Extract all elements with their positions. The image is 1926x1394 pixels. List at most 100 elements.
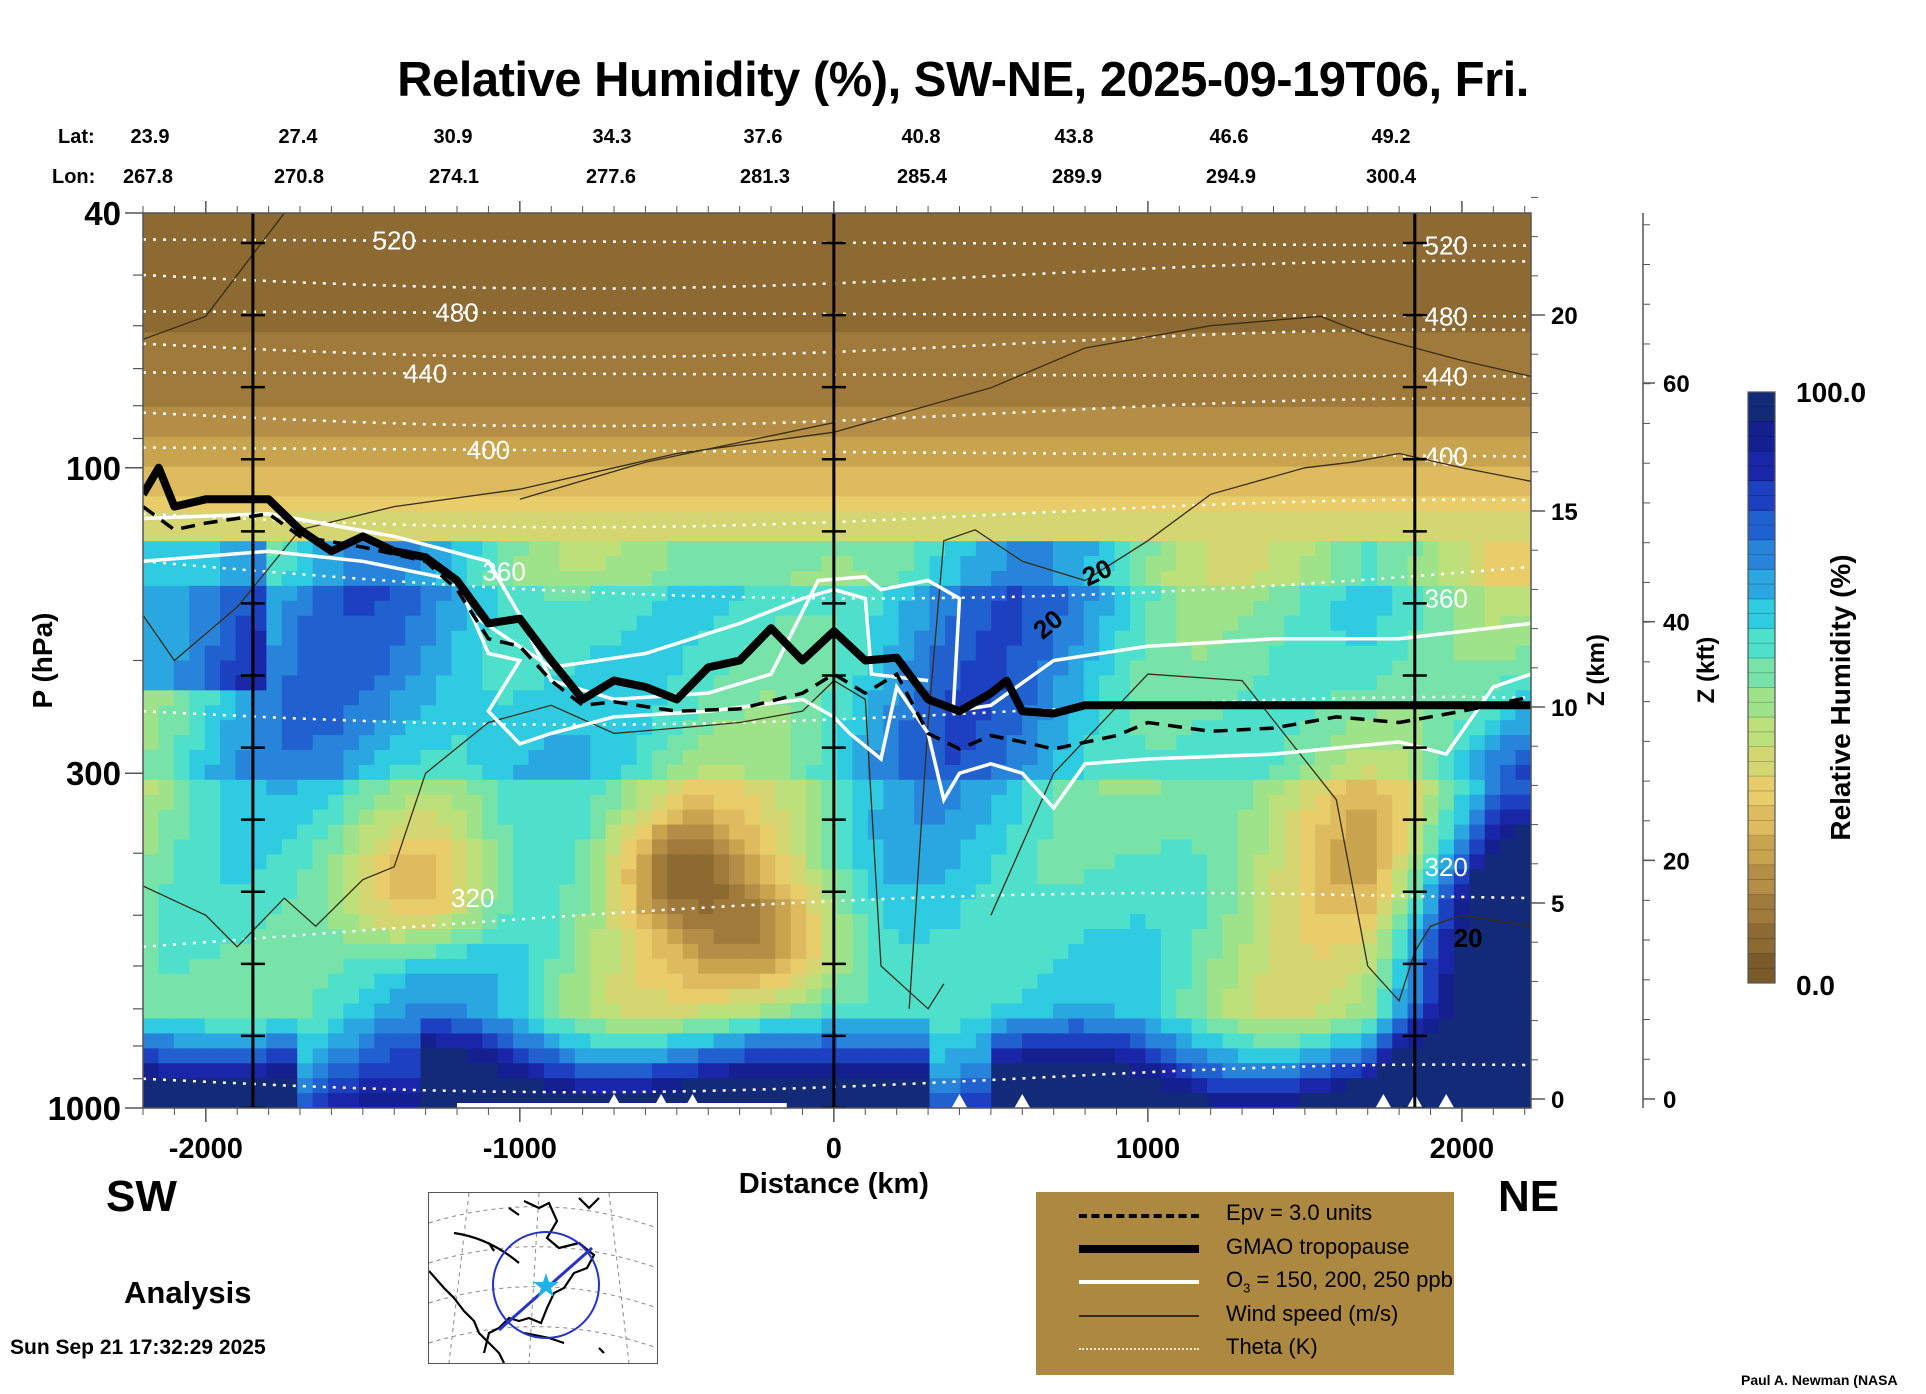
heatmap-cell (528, 929, 545, 945)
heatmap-cell (1176, 541, 1193, 557)
heatmap-cell (1191, 571, 1208, 587)
heatmap-cell (1315, 764, 1332, 781)
heatmap-cell (158, 600, 175, 617)
heatmap-cell (790, 302, 807, 319)
heatmap-cell (1022, 600, 1039, 617)
heatmap-cell (559, 1078, 576, 1094)
heatmap-cell (914, 958, 931, 975)
heatmap-cell (1268, 511, 1285, 527)
heatmap-cell (266, 421, 283, 438)
heatmap-cell (343, 660, 360, 677)
heatmap-cell (1299, 660, 1316, 677)
heatmap-cell (1114, 1093, 1131, 1108)
heatmap-cell (1222, 1048, 1239, 1064)
heatmap-cell (297, 585, 314, 602)
heatmap-cell (698, 287, 715, 304)
heatmap-cell (1299, 600, 1316, 617)
heatmap-cell (1207, 720, 1224, 736)
heatmap-cell (374, 332, 391, 348)
heatmap-cell (837, 332, 854, 348)
heatmap-cell (1191, 794, 1208, 811)
heatmap-cell (250, 899, 267, 915)
heatmap-cell (898, 1063, 915, 1079)
heatmap-cell (605, 735, 622, 751)
heatmap-cell (343, 720, 360, 736)
heatmap-cell (436, 839, 453, 856)
heatmap-cell (1006, 257, 1023, 274)
heatmap-cell (389, 929, 406, 945)
heatmap-cell (960, 854, 977, 870)
heatmap-cell (590, 735, 607, 751)
heatmap-cell (1361, 914, 1378, 930)
heatmap-cell (1330, 958, 1347, 975)
heatmap-cell (559, 392, 576, 408)
heatmap-cell (929, 943, 946, 960)
heatmap-cell (914, 899, 931, 915)
heatmap-cell (389, 332, 406, 348)
heatmap-cell (729, 332, 746, 348)
heatmap-cell (1361, 571, 1378, 587)
heatmap-cell (204, 242, 221, 259)
heatmap-cell (436, 526, 453, 542)
heatmap-cell (1361, 1078, 1378, 1094)
heatmap-cell (389, 392, 406, 408)
heatmap-cell (173, 929, 190, 945)
heatmap-cell (451, 943, 468, 960)
heatmap-cell (1237, 660, 1254, 677)
heatmap-cell (420, 1003, 437, 1020)
heatmap-cell (189, 615, 206, 632)
heatmap-cell (1284, 645, 1301, 662)
heatmap-cell (1099, 929, 1116, 945)
heatmap-cell (790, 914, 807, 930)
heatmap-cell (173, 690, 190, 706)
heatmap-cell (143, 242, 160, 259)
heatmap-cell (143, 556, 160, 572)
heatmap-cell (1022, 645, 1039, 662)
heatmap-cell (1315, 854, 1332, 870)
heatmap-cell (204, 705, 221, 721)
heatmap-cell (667, 481, 684, 498)
heatmap-cell (220, 1093, 237, 1108)
heatmap-cell (682, 779, 699, 796)
heatmap-cell (1068, 720, 1085, 736)
heatmap-cell (389, 854, 406, 870)
heatmap-cell (621, 302, 638, 319)
heatmap-cell (1083, 630, 1100, 647)
heatmap-cell (929, 541, 946, 557)
heatmap-cell (143, 585, 160, 602)
heatmap-cell (436, 1018, 453, 1035)
heatmap-cell (1130, 988, 1147, 1005)
heatmap-cell (451, 496, 468, 512)
heatmap-cell (698, 347, 715, 363)
heatmap-cell (852, 392, 869, 408)
heatmap-cell (806, 541, 823, 557)
heatmap-cell (590, 332, 607, 348)
heatmap-cell (143, 302, 160, 319)
heatmap-cell (543, 272, 560, 289)
heatmap-cell (374, 615, 391, 632)
heatmap-cell (328, 600, 345, 617)
heatmap-cell (1130, 1063, 1147, 1079)
heatmap-cell (497, 362, 514, 378)
heatmap-cell (1191, 839, 1208, 856)
heatmap-cell (1330, 466, 1347, 483)
heatmap-cell (898, 958, 915, 975)
heatmap-cell (436, 436, 453, 453)
heatmap-cell (1022, 943, 1039, 960)
heatmap-cell (1083, 824, 1100, 841)
heatmap-cell (1006, 645, 1023, 662)
heatmap-cell (158, 272, 175, 289)
heatmap-cell (1392, 1003, 1409, 1020)
heatmap-cell (405, 466, 422, 483)
heatmap-cell (744, 272, 761, 289)
heatmap-cell (636, 794, 653, 811)
heatmap-cell (1160, 660, 1177, 677)
heatmap-cell (1376, 481, 1393, 498)
heatmap-cell (837, 914, 854, 930)
heatmap-cell (698, 794, 715, 811)
heatmap-cell (790, 332, 807, 348)
heatmap-cell (374, 660, 391, 677)
heatmap-cell (605, 481, 622, 498)
heatmap-cell (143, 317, 160, 333)
heatmap-cell (1145, 347, 1162, 363)
